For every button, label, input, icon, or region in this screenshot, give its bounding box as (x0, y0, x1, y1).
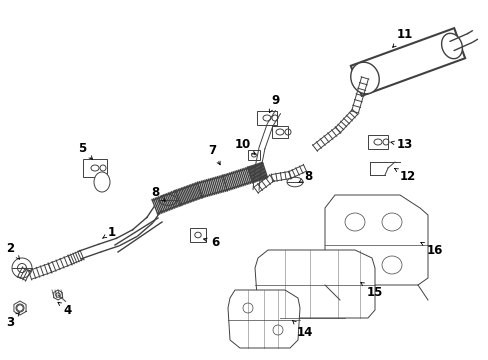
Ellipse shape (350, 62, 379, 94)
Ellipse shape (159, 195, 177, 206)
Ellipse shape (94, 172, 110, 192)
Text: 2: 2 (6, 242, 20, 259)
Text: 1: 1 (102, 225, 116, 238)
Polygon shape (257, 111, 276, 125)
Text: 3: 3 (6, 312, 20, 328)
Text: 11: 11 (392, 28, 412, 48)
Text: 5: 5 (78, 141, 92, 159)
Text: 16: 16 (420, 242, 442, 256)
Polygon shape (271, 126, 287, 138)
Ellipse shape (441, 33, 462, 59)
Polygon shape (325, 195, 427, 285)
Text: 8: 8 (151, 185, 165, 201)
Polygon shape (367, 135, 387, 149)
Text: 14: 14 (292, 320, 312, 338)
Polygon shape (254, 250, 374, 318)
Polygon shape (247, 150, 260, 160)
Ellipse shape (286, 177, 303, 187)
Text: 6: 6 (203, 235, 219, 248)
Text: 15: 15 (360, 283, 383, 298)
Ellipse shape (12, 258, 32, 278)
Text: 13: 13 (390, 139, 412, 152)
Text: 9: 9 (269, 94, 279, 113)
Polygon shape (350, 28, 464, 96)
Polygon shape (190, 228, 205, 242)
Text: 8: 8 (298, 171, 311, 184)
Polygon shape (227, 290, 299, 348)
Text: 7: 7 (207, 144, 220, 165)
Polygon shape (83, 159, 107, 177)
Text: 12: 12 (394, 168, 415, 184)
Text: 10: 10 (234, 139, 255, 154)
Text: 4: 4 (58, 302, 72, 316)
